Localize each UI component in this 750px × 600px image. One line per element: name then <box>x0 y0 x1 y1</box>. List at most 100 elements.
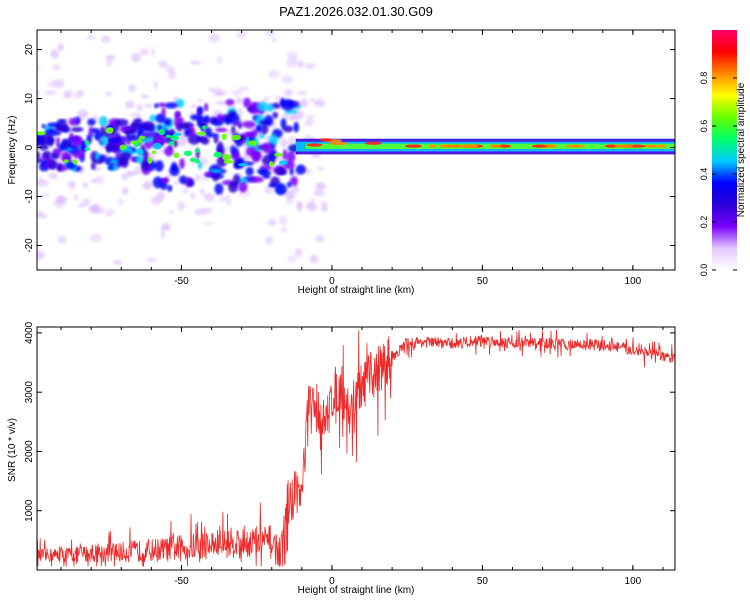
spectrogram-cell <box>114 118 129 127</box>
spectrogram-peak <box>644 144 659 148</box>
spectrogram-cell <box>52 64 62 71</box>
spectrogram-cell <box>169 209 174 215</box>
spectrogram-cell <box>313 98 326 108</box>
spectrogram-cell <box>268 218 276 226</box>
spectrogram-cell <box>90 162 96 170</box>
colorbar-axis: 0.0 0.2 0.4 0.6 0.8 <box>699 72 737 277</box>
snr-x-tick-label: 100 <box>625 576 642 587</box>
spectrogram-cell <box>274 152 283 157</box>
spectrogram-cell <box>153 80 158 90</box>
spectrogram-cell <box>37 193 47 198</box>
spectrogram-cell <box>194 158 200 164</box>
spectrogram-cell <box>264 110 270 116</box>
spectrogram-cell <box>297 60 304 69</box>
spectrogram-cell <box>313 189 325 197</box>
spectrogram-cell <box>271 37 277 43</box>
snr-x-tick-label: 0 <box>329 576 335 587</box>
spectrogram-cell <box>202 193 215 199</box>
spectrogram-cell <box>261 142 273 154</box>
spectrogram-cell <box>149 114 158 122</box>
spectrogram-cell <box>136 103 143 112</box>
spectrogram-cell <box>78 203 86 208</box>
spectrogram-cell <box>182 187 189 194</box>
spectrogram-cell <box>97 206 105 215</box>
spectrogram-cell <box>42 150 52 159</box>
spectrogram-peak <box>656 144 667 148</box>
spectrogram-cell <box>151 150 157 154</box>
spectrogram-cell <box>237 163 248 167</box>
colorbar-tick-label: 0.0 <box>699 264 709 277</box>
spectrogram-cell <box>272 111 279 119</box>
spectrogram-cell <box>173 180 179 186</box>
spectrogram-cell <box>70 126 84 133</box>
spectrogram-cell <box>55 130 62 136</box>
spectrogram-cell <box>129 112 142 118</box>
spectrogram-cell <box>105 127 114 134</box>
spectrogram-peak <box>306 143 323 147</box>
spectrogram-cell <box>275 166 286 175</box>
spectrogram-cell <box>107 165 114 171</box>
spectrogram-cell <box>57 235 67 244</box>
snr-x-label: Height of straight line (km) <box>298 585 415 596</box>
spectrogram-peak <box>565 144 586 148</box>
spectrogram-cell <box>293 121 300 133</box>
spectrogram-peak <box>440 144 455 148</box>
spectrogram-cell <box>173 140 178 148</box>
spectrogram-cell <box>73 194 79 200</box>
spectrogram-cell <box>81 139 86 152</box>
spectrogram-cell <box>279 215 288 226</box>
spectrogram-cell <box>47 160 59 170</box>
spectrogram-cell <box>106 137 120 144</box>
spectrogram-cell <box>37 213 48 219</box>
spectrogram-cell <box>160 229 165 240</box>
spectrogram-cell <box>285 198 294 205</box>
spectrogram-cell <box>147 157 153 164</box>
spectrogram-cell <box>280 225 288 233</box>
spectrogram-cell <box>57 42 64 52</box>
spectrogram-x-tick-label: -50 <box>174 276 189 287</box>
spectrogram-cell <box>190 104 197 109</box>
spectrogram-cell <box>297 202 302 213</box>
spectrogram-cell <box>66 180 77 187</box>
spectrogram-cell <box>161 107 166 117</box>
spectrogram-cell <box>283 88 293 97</box>
spectrogram-cell <box>121 187 129 196</box>
spectrogram-cell <box>253 152 260 158</box>
snr-panel: -50 0 50 100 1000 2000 3000 4000 Height of str… <box>7 321 676 596</box>
spectrogram-cell <box>101 35 111 43</box>
spectrogram-cell <box>140 122 147 129</box>
spectrogram-cell <box>74 91 84 99</box>
spectrogram-cell <box>256 101 269 112</box>
spectrogram-cell <box>243 97 252 109</box>
spectrogram-cell <box>87 118 96 126</box>
spectrogram-cell <box>152 176 164 189</box>
spectrogram-cell <box>178 123 190 130</box>
spectrogram-cell <box>238 86 250 92</box>
spectrogram-peak <box>490 144 502 148</box>
spectrogram-cell <box>216 113 223 123</box>
spectrogram-cell <box>178 175 188 185</box>
spectrogram-cell <box>236 30 246 39</box>
spectrogram-cell <box>238 181 248 193</box>
spectrogram-y-axis: -20 -10 0 10 20 <box>24 44 675 253</box>
spectrogram-cell <box>208 168 223 174</box>
spectrogram-cell <box>204 171 214 177</box>
spectrogram-cell <box>189 60 201 65</box>
spectrogram-cell <box>224 116 231 125</box>
spectrogram-cell <box>106 145 119 152</box>
spectrogram-cell <box>154 160 164 172</box>
snr-y-axis: 1000 2000 3000 4000 <box>24 321 675 522</box>
spectrogram-cell <box>305 114 315 120</box>
spectrogram-cell <box>126 129 131 140</box>
spectrogram-cell <box>215 127 228 133</box>
spectrogram-cell <box>37 88 40 98</box>
spectrogram-cell <box>105 60 113 67</box>
spectrogram-cell <box>225 194 231 204</box>
spectrogram-cell <box>196 117 202 126</box>
spectrogram-cell <box>190 114 204 121</box>
colorbar-tick-label: 0.2 <box>699 216 709 229</box>
spectrogram-cell <box>215 100 228 106</box>
spectrogram-cell <box>305 168 312 176</box>
spectrogram-cell <box>266 30 275 38</box>
spectrogram-cell <box>285 189 297 199</box>
